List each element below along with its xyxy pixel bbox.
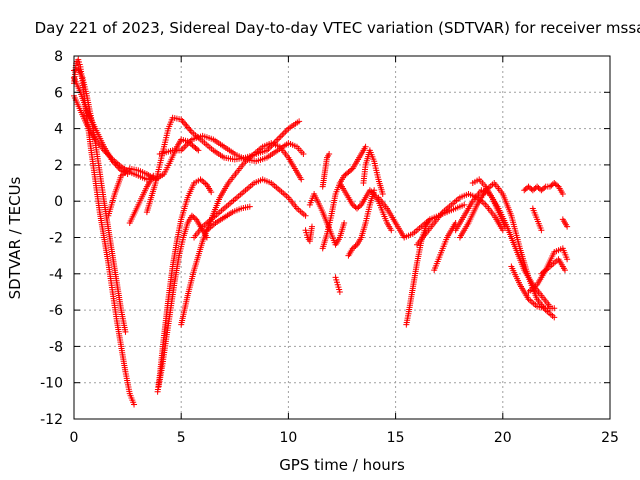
data-point [300,151,307,158]
series-arc-ah [559,216,571,230]
data-point [131,401,138,408]
series-arc-l [191,176,309,241]
series-arc-a [71,56,138,408]
data-point [195,147,202,154]
data-point-interp [277,133,284,140]
data-point-interp [279,131,286,138]
y-tick-label: -10 [40,376,63,392]
data-point-interp [191,215,198,222]
data-point [362,143,369,150]
series-arc-ag [529,205,545,234]
data-point-interp [282,128,289,135]
data-point [564,223,571,230]
data-point [298,176,305,183]
x-tick-label: 5 [177,430,186,446]
x-tick-label: 10 [279,430,297,446]
chart-title: Day 221 of 2023, Sidereal Day-to-day VTE… [35,19,640,37]
series-arc-f [126,172,157,226]
y-tick-label: 4 [54,122,63,138]
data-point [336,288,343,295]
x-axis-label: GPS time / hours [279,456,405,474]
data-point-interp [186,126,193,133]
data-point-interp [283,127,290,134]
x-tick-label: 25 [601,430,619,446]
data-point [388,227,395,234]
data-point-interp [352,242,359,249]
y-tick-label: -6 [49,303,63,319]
data-points [71,56,571,408]
series-arc-d [71,74,131,177]
y-tick-label: -2 [49,231,63,247]
data-point [308,223,315,230]
series-arc-n [302,223,315,245]
series-arc-p [319,151,333,190]
y-tick-label: -12 [40,412,63,428]
x-tick-label: 0 [70,430,79,446]
data-point [499,227,506,234]
series-arc-u [332,274,343,295]
data-point [564,256,571,263]
data-point [122,328,129,335]
series-arc-v [375,194,468,241]
data-point [538,227,545,234]
y-tick-label: -8 [49,339,63,355]
series-arc-ad [525,245,571,295]
series-arc-s [345,187,378,259]
data-point [208,189,215,196]
y-tick-label: 2 [54,158,63,174]
data-point [501,223,508,230]
data-point-interp [276,134,283,141]
data-point [551,314,558,321]
data-point-interp [348,166,355,173]
data-point [341,219,348,226]
grid-lines [74,56,610,419]
data-point-interp [183,122,190,129]
data-point [379,190,386,197]
series-arc-ab [469,176,508,230]
data-point [274,136,281,143]
data-point [559,190,566,197]
data-point-interp [180,119,187,126]
data-point-interp [182,121,189,128]
data-point-interp [193,146,200,153]
data-point [302,212,309,219]
data-point-interp [356,203,363,210]
series-arc-ae [538,256,568,277]
series-arc-t [360,147,386,197]
data-point [426,216,433,223]
data-point [296,118,303,125]
x-tick-label: 20 [494,430,512,446]
data-point [246,203,253,210]
y-tick-label: 6 [54,85,63,101]
data-point [461,201,468,208]
y-tick-label: 8 [54,49,63,65]
y-tick-label: -4 [49,267,63,283]
data-point-interp [541,184,548,191]
data-point-interp [187,127,194,134]
series-arc-m [203,203,253,234]
data-point [326,151,333,158]
data-point [561,267,568,274]
series-arc-ac [508,263,558,312]
y-tick-label: 0 [54,194,63,210]
data-point-interp [280,130,287,137]
data-point-interp [184,124,191,131]
data-point-interp [181,144,188,151]
series-arc-k [178,140,305,328]
x-tick-label: 15 [387,430,405,446]
data-point-interp [554,182,561,189]
data-point [551,305,558,312]
series-arc-h [156,132,307,165]
y-axis-label: SDTVAR / TECUs [6,176,24,299]
axis-ticks: 0 5 10 15 20 25 -12 -10 -8 -6 -4 -2 0 2 4 6 8 [40,49,619,446]
data-point-interp [179,145,186,152]
data-point [371,187,378,194]
series-arc-af [521,180,566,197]
